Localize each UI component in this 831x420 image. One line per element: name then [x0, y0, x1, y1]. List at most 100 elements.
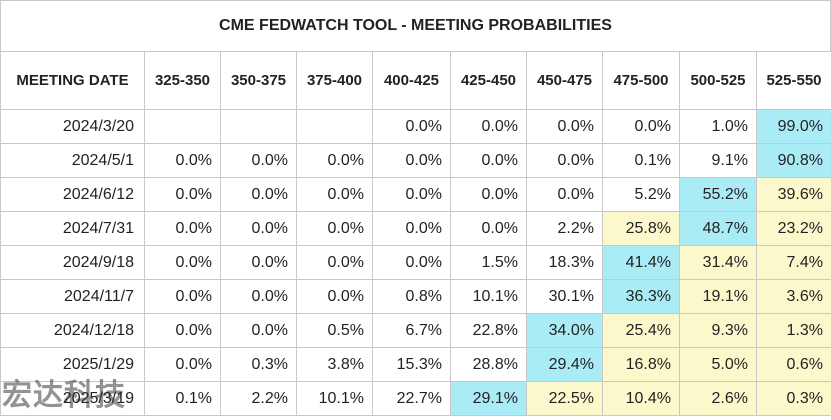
- table-row: 2024/6/12 0.0% 0.0% 0.0% 0.0% 0.0% 0.0% 5.2% 55.…: [0, 177, 831, 212]
- table-row: 2024/9/18 0.0% 0.0% 0.0% 0.0% 1.5% 18.3% 41.4% 3…: [0, 245, 831, 280]
- probability-cell: 90.8%: [756, 143, 831, 178]
- probability-cell: 25.8%: [602, 211, 680, 246]
- probability-cell: 41.4%: [602, 245, 680, 280]
- probability-cell: 99.0%: [756, 109, 831, 144]
- probability-cell: 0.0%: [296, 211, 373, 246]
- probability-cell: 2.2%: [526, 211, 603, 246]
- probability-cell: 0.0%: [372, 177, 451, 212]
- probability-cell: 2.6%: [679, 381, 757, 416]
- probability-cell: 0.0%: [144, 279, 221, 314]
- probability-cell: 0.0%: [220, 313, 297, 348]
- probability-cell: 29.4%: [526, 347, 603, 382]
- column-header-400-425: 400-425: [372, 51, 451, 110]
- table-title: CME FEDWATCH TOOL - MEETING PROBABILITIE…: [0, 0, 831, 51]
- probability-cell: 22.7%: [372, 381, 451, 416]
- probability-cell: 3.6%: [756, 279, 831, 314]
- probability-cell: 0.0%: [144, 211, 221, 246]
- probability-cell: 0.5%: [296, 313, 373, 348]
- probability-cell: 36.3%: [602, 279, 680, 314]
- probability-cell: 0.0%: [296, 143, 373, 178]
- probability-cell: 0.3%: [756, 381, 831, 416]
- table-row: 2024/5/1 0.0% 0.0% 0.0% 0.0% 0.0% 0.0% 0.1% 9.1%…: [0, 143, 831, 178]
- probability-cell: 19.1%: [679, 279, 757, 314]
- probability-cell: 5.0%: [679, 347, 757, 382]
- header-row: MEETING DATE 325-350 350-375 375-400 400-425…: [0, 51, 831, 110]
- probability-cell: 0.6%: [756, 347, 831, 382]
- probability-cell: 0.0%: [450, 143, 527, 178]
- meeting-date-cell: 2025/3/19: [0, 381, 145, 416]
- probability-cell: 16.8%: [602, 347, 680, 382]
- meeting-date-cell: 2024/9/18: [0, 245, 145, 280]
- probability-cell: 10.4%: [602, 381, 680, 416]
- column-header-450-475: 450-475: [526, 51, 603, 110]
- probability-cell: 9.1%: [679, 143, 757, 178]
- probability-cell: 0.0%: [144, 245, 221, 280]
- probability-cell: 55.2%: [679, 177, 757, 212]
- probability-cell: 0.0%: [450, 211, 527, 246]
- meeting-date-cell: 2024/11/7: [0, 279, 145, 314]
- meeting-date-cell: 2024/3/20: [0, 109, 145, 144]
- probability-cell: 9.3%: [679, 313, 757, 348]
- probability-cell: 22.8%: [450, 313, 527, 348]
- probability-cell: [144, 109, 221, 144]
- probability-cell: 1.0%: [679, 109, 757, 144]
- table-row: 2024/11/7 0.0% 0.0% 0.0% 0.8% 10.1% 30.1% 36.3%…: [0, 279, 831, 314]
- column-header-375-400: 375-400: [296, 51, 373, 110]
- probability-cell: 0.0%: [144, 177, 221, 212]
- probability-cell: 29.1%: [450, 381, 527, 416]
- probability-cell: 3.8%: [296, 347, 373, 382]
- column-header-meeting-date: MEETING DATE: [0, 51, 145, 110]
- probability-cell: 0.0%: [372, 143, 451, 178]
- probability-cell: 0.0%: [220, 143, 297, 178]
- probability-cell: 0.3%: [220, 347, 297, 382]
- probability-cell: 0.0%: [450, 177, 527, 212]
- meeting-date-cell: 2025/1/29: [0, 347, 145, 382]
- probability-cell: 10.1%: [296, 381, 373, 416]
- table-body: 2024/3/20 0.0% 0.0% 0.0% 0.0% 1.0% 99.0% 2024/5…: [0, 109, 831, 416]
- table-row: 2024/3/20 0.0% 0.0% 0.0% 0.0% 1.0% 99.0%: [0, 109, 831, 144]
- meeting-date-cell: 2024/7/31: [0, 211, 145, 246]
- table-row: 2024/7/31 0.0% 0.0% 0.0% 0.0% 0.0% 2.2% 25.8% 48…: [0, 211, 831, 246]
- probability-cell: 23.2%: [756, 211, 831, 246]
- probability-cell: 0.0%: [144, 347, 221, 382]
- probability-cell: 25.4%: [602, 313, 680, 348]
- probability-cell: 31.4%: [679, 245, 757, 280]
- probability-cell: 28.8%: [450, 347, 527, 382]
- column-header-425-450: 425-450: [450, 51, 527, 110]
- table-row: 2025/3/19 0.1% 2.2% 10.1% 22.7% 29.1% 22.5% 10.…: [0, 381, 831, 416]
- probability-cell: 2.2%: [220, 381, 297, 416]
- probability-cell: 0.0%: [296, 245, 373, 280]
- probability-cell: 0.0%: [144, 313, 221, 348]
- column-header-525-550: 525-550: [756, 51, 831, 110]
- probability-cell: 0.0%: [526, 143, 603, 178]
- probability-cell: 6.7%: [372, 313, 451, 348]
- probability-cell: 39.6%: [756, 177, 831, 212]
- probability-cell: 0.0%: [220, 211, 297, 246]
- meeting-probabilities-table: MEETING DATE 325-350 350-375 375-400 400-425…: [0, 51, 831, 416]
- probability-cell: 0.0%: [296, 279, 373, 314]
- meeting-date-cell: 2024/6/12: [0, 177, 145, 212]
- probability-cell: 0.0%: [372, 245, 451, 280]
- probability-cell: 0.0%: [220, 177, 297, 212]
- probability-cell: 10.1%: [450, 279, 527, 314]
- probability-cell: 0.0%: [526, 109, 603, 144]
- probability-cell: 0.0%: [602, 109, 680, 144]
- probability-cell: 0.0%: [526, 177, 603, 212]
- probability-cell: 0.0%: [220, 279, 297, 314]
- probability-cell: 0.0%: [296, 177, 373, 212]
- probability-cell: 0.0%: [372, 109, 451, 144]
- probability-cell: 0.0%: [220, 245, 297, 280]
- probability-cell: [296, 109, 373, 144]
- probability-cell: 0.0%: [450, 109, 527, 144]
- column-header-500-525: 500-525: [679, 51, 757, 110]
- probability-cell: 15.3%: [372, 347, 451, 382]
- meeting-date-cell: 2024/5/1: [0, 143, 145, 178]
- probability-cell: 18.3%: [526, 245, 603, 280]
- column-header-350-375: 350-375: [220, 51, 297, 110]
- probability-cell: 7.4%: [756, 245, 831, 280]
- probability-cell: 0.8%: [372, 279, 451, 314]
- probability-cell: 0.0%: [372, 211, 451, 246]
- probability-cell: 48.7%: [679, 211, 757, 246]
- meeting-date-cell: 2024/12/18: [0, 313, 145, 348]
- probability-cell: 34.0%: [526, 313, 603, 348]
